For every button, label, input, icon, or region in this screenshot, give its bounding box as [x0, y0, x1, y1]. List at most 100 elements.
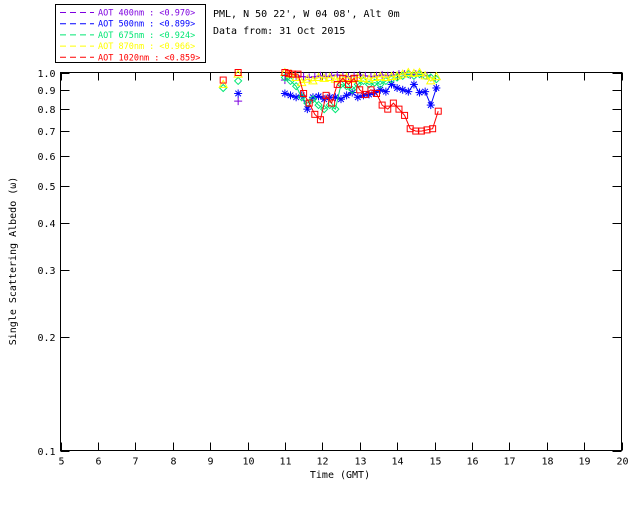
triangle-marker [397, 69, 408, 78]
square-marker [305, 99, 313, 107]
header-annotation: PML, N 50 22', W 04 08', Alt 0m Data fro… [213, 9, 400, 37]
y-tick-label: 0.1 [37, 447, 55, 458]
x-axis-title: Time (GMT) [310, 470, 370, 481]
square-marker [333, 80, 341, 88]
legend-entry: AOT 400nm : <0.970> [60, 9, 195, 19]
diamond-marker [308, 94, 318, 104]
square-marker [311, 110, 319, 118]
triangle-marker [358, 73, 369, 82]
asterisk-marker [377, 86, 384, 93]
diamond-marker [325, 100, 334, 110]
square-marker [350, 74, 358, 82]
square-marker [344, 80, 352, 88]
y-tick-label: 0.5 [37, 182, 55, 193]
asterisk-marker [281, 90, 289, 97]
legend-entry: AOT 1020nm : <0.859> [60, 53, 200, 63]
y-tick-label: 1.0 [37, 69, 55, 80]
axis-tick-labels: 5 6 7 8 9 10 11 12 13 14 15 16 17 18 19 20 1.0 0.9 0.8 0.7 0… [37, 69, 628, 468]
header-location: PML, N 50 22', W 04 08', Alt 0m [213, 9, 400, 20]
asterisk-marker [416, 89, 423, 96]
triangle-marker [319, 73, 330, 82]
triangle-marker [352, 72, 363, 82]
square-marker [378, 101, 386, 109]
diamond-marker [319, 104, 329, 114]
square-marker [373, 89, 381, 97]
square-marker [316, 116, 324, 124]
triangle-marker [313, 72, 324, 82]
triangle-marker [341, 72, 352, 82]
asterisk-marker [410, 81, 418, 88]
square-marker [434, 107, 442, 115]
square-marker [429, 125, 437, 133]
diamond-marker [314, 100, 323, 110]
triangle-marker [414, 67, 425, 76]
diamond-marker [376, 80, 385, 89]
square-marker [395, 105, 403, 113]
triangle-marker [431, 71, 442, 81]
y-tick-label: 0.3 [37, 266, 55, 277]
asterisk-marker [287, 92, 294, 99]
legend-label: AOT 500nm : <0.899> [98, 20, 195, 30]
asterisk-marker [399, 86, 406, 93]
x-tick-label: 13 [354, 457, 366, 468]
legend-box [55, 4, 206, 63]
asterisk-marker [326, 94, 333, 101]
square-marker [384, 105, 392, 113]
square-marker [219, 76, 227, 84]
diamond-marker [342, 81, 351, 91]
x-tick-label: 15 [429, 457, 441, 468]
legend-label: AOT 675nm : <0.924> [98, 31, 195, 41]
legend-entry: AOT 500nm : <0.899> [60, 20, 195, 30]
data-series [218, 67, 442, 135]
square-marker [281, 69, 289, 76]
square-marker [367, 86, 375, 94]
series-aot-1020nm [219, 69, 442, 135]
x-tick-label: 9 [207, 457, 213, 468]
asterisk-marker [382, 88, 390, 95]
square-marker [294, 70, 302, 78]
diamond-marker [331, 104, 340, 114]
square-marker [339, 74, 347, 82]
triangle-marker [375, 71, 386, 81]
diamond-marker [353, 80, 363, 89]
x-tick-label: 17 [503, 457, 515, 468]
diamond-marker [218, 83, 228, 93]
triangle-marker [409, 68, 419, 77]
square-marker [285, 69, 293, 77]
legend-label: AOT 400nm : <0.970> [98, 9, 195, 19]
legend-entry: AOT 675nm : <0.924> [60, 31, 195, 41]
square-marker [322, 91, 330, 99]
y-tick-label: 0.8 [37, 105, 55, 116]
x-tick-label: 19 [578, 457, 590, 468]
diamond-marker [233, 76, 243, 86]
asterisk-marker [309, 94, 317, 101]
triangle-marker [369, 72, 380, 82]
plot-frame [60, 72, 622, 451]
square-marker [300, 89, 308, 97]
triangle-marker [403, 67, 414, 76]
square-marker [401, 111, 409, 119]
x-tick-label: 8 [170, 457, 176, 468]
square-marker [328, 99, 336, 107]
asterisk-marker [349, 89, 356, 96]
triangle-marker [302, 74, 313, 83]
triangle-marker [330, 74, 341, 83]
asterisk-marker [304, 105, 311, 113]
x-tick-label: 14 [391, 457, 403, 468]
legend-label: AOT 1020nm : <0.859> [98, 53, 200, 63]
diamond-marker [348, 85, 357, 95]
x-tick-label: 6 [95, 457, 101, 468]
x-tick-label: 10 [242, 457, 254, 468]
x-tick-label: 5 [58, 457, 64, 468]
x-tick-label: 18 [541, 457, 553, 468]
legend: AOT 400nm : <0.970>AOT 500nm : <0.899>AO… [55, 4, 206, 63]
x-tick-label: 7 [132, 457, 138, 468]
triangle-marker [392, 70, 402, 80]
y-tick-label: 0.6 [37, 152, 55, 163]
square-marker [356, 86, 364, 94]
asterisk-marker [234, 90, 242, 97]
triangle-marker [218, 79, 229, 88]
square-marker [234, 69, 242, 76]
